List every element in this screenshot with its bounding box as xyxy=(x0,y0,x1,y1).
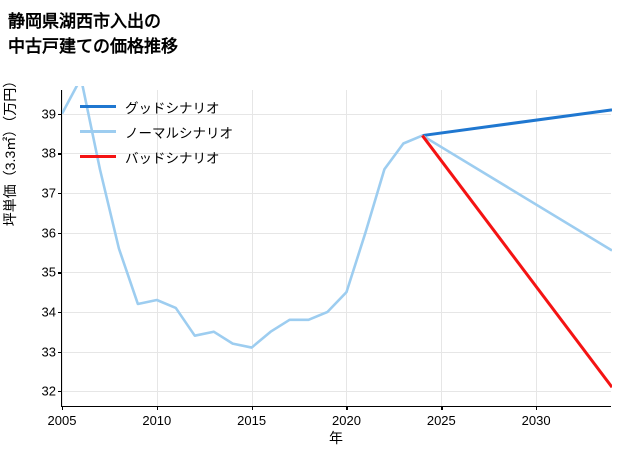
series-lines xyxy=(62,86,612,389)
y-tick-mark xyxy=(58,391,62,393)
gridline-horizontal xyxy=(62,311,611,313)
x-tick-mark xyxy=(346,406,348,410)
y-tick-mark xyxy=(58,113,62,116)
gridline-horizontal xyxy=(62,232,611,234)
legend-label: ノーマルシナリオ xyxy=(125,125,233,141)
y-tick-label: 36 xyxy=(41,225,56,241)
y-tick-label: 32 xyxy=(41,383,56,399)
gridline-vertical xyxy=(251,90,253,406)
gridline-vertical xyxy=(536,90,538,406)
gridline-horizontal xyxy=(62,153,611,155)
gridline-horizontal xyxy=(62,113,611,115)
legend-color-swatch xyxy=(80,105,116,108)
y-tick-mark xyxy=(58,311,62,314)
gridline-vertical xyxy=(346,90,348,406)
gridline-horizontal xyxy=(62,272,611,274)
y-tick-label: 34 xyxy=(41,304,56,320)
x-tick-mark xyxy=(251,406,253,410)
y-tick-label: 38 xyxy=(41,145,56,161)
x-tick-label: 2005 xyxy=(47,413,77,428)
x-tick-label: 2030 xyxy=(521,413,551,428)
series-line xyxy=(422,108,612,138)
x-tick-label: 2020 xyxy=(332,413,361,428)
legend-label: グッドシナリオ xyxy=(125,100,220,116)
y-tick-label: 33 xyxy=(41,344,56,360)
x-tick-label: 2015 xyxy=(237,413,267,428)
y-tick-label: 39 xyxy=(41,106,56,122)
legend-item[interactable]: バッドシナリオ xyxy=(80,144,233,169)
x-axis-label: 年 xyxy=(329,430,343,446)
legend-item[interactable]: ノーマルシナリオ xyxy=(80,119,233,144)
x-tick-label: 2010 xyxy=(142,413,172,428)
series-line xyxy=(62,86,612,349)
gridline-horizontal xyxy=(62,351,611,353)
x-tick-mark xyxy=(441,406,443,410)
legend-item[interactable]: グッドシナリオ xyxy=(80,94,233,119)
legend-color-swatch xyxy=(80,155,116,158)
gridline-horizontal xyxy=(62,391,611,393)
series-line xyxy=(421,134,612,389)
y-axis-label: 坪単価（3.3㎡）（万円） xyxy=(2,73,18,227)
gridline-vertical xyxy=(441,90,443,406)
x-tick-mark xyxy=(156,406,159,410)
x-tick-mark xyxy=(536,406,538,410)
plot-area: 32 33 34 35 36 37 38 39 2005 2010 2015 2020 2025 203… xyxy=(42,86,612,428)
y-tick-mark xyxy=(58,351,62,353)
chart-title: 静岡県湖西市入出の 中古戸建ての価格推移 xyxy=(8,12,178,56)
y-tick-mark xyxy=(58,232,62,234)
chart-legend: グッドシナリオ ノーマルシナリオ バッドシナリオ xyxy=(80,94,233,169)
x-tick-label: 2025 xyxy=(426,413,456,428)
y-tick-label: 37 xyxy=(41,185,56,201)
y-tick-mark xyxy=(58,153,62,155)
gridline-vertical xyxy=(62,90,63,406)
y-tick-label: 35 xyxy=(41,264,56,280)
y-tick-mark xyxy=(58,193,62,195)
legend-color-swatch xyxy=(80,130,116,133)
gridline-horizontal xyxy=(62,193,611,195)
gridline-vertical xyxy=(156,90,158,406)
legend-label: バッドシナリオ xyxy=(125,150,220,166)
y-tick-mark xyxy=(58,272,62,274)
x-tick-mark xyxy=(62,406,64,410)
